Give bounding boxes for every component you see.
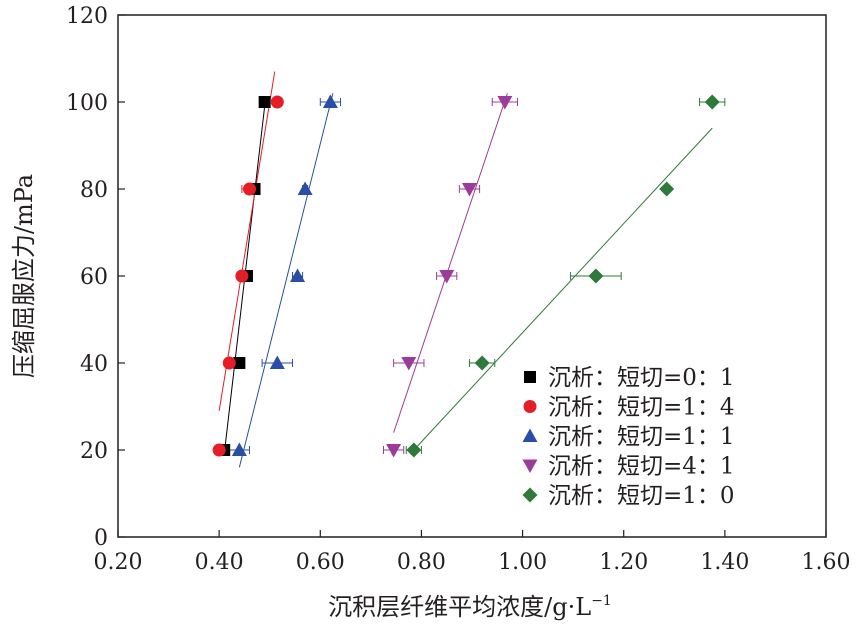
y-tick-label: 80 [80, 178, 108, 203]
data-point-series-1 [258, 96, 271, 108]
data-point-series-1 [233, 357, 246, 369]
x-tick-label: 0.60 [296, 550, 345, 575]
y-tick-label: 20 [80, 439, 108, 464]
y-axis-label: 压缩屈服应力/mPa [10, 174, 38, 378]
legend-label-series-3: 沉析：短切=1：1 [548, 424, 735, 450]
data-point-series-4 [497, 96, 513, 110]
legend: 沉析：短切=0：1 沉析：短切=1：4 沉析：短切=1：1 沉析：短切=4：1 沉析：短… [522, 365, 735, 509]
data-point-series-3 [290, 268, 306, 282]
y-tick-label: 100 [66, 91, 108, 116]
y-tick-label: 60 [80, 265, 108, 290]
legend-marker-series-3 [522, 428, 538, 442]
data-point-series-2 [235, 269, 249, 283]
x-tick-label: 0.80 [397, 550, 446, 575]
x-tick-label: 1.00 [498, 550, 547, 575]
data-point-series-2 [270, 95, 284, 109]
data-point-series-3 [269, 355, 285, 369]
data-point-series-4 [461, 183, 477, 197]
legend-marker-series-5 [522, 487, 538, 503]
fit-line-series-4 [393, 93, 508, 433]
data-point-series-3 [322, 94, 338, 108]
fit-line-series-2 [218, 71, 276, 411]
x-axis-label-text: 沉积层纤维平均浓度/g·L [328, 593, 591, 621]
data-point-series-5 [474, 355, 490, 371]
data-point-series-4 [401, 357, 417, 371]
data-point-series-2 [242, 182, 256, 196]
legend-marker-series-1 [524, 371, 536, 383]
data-point-series-4 [439, 270, 455, 284]
x-tick-label: 0.20 [94, 550, 143, 575]
data-point-series-3 [297, 181, 313, 195]
legend-label-series-1: 沉析：短切=0：1 [548, 365, 735, 391]
legend-marker-series-2 [523, 400, 537, 413]
data-markers [212, 94, 720, 458]
data-point-series-2 [212, 443, 226, 457]
x-tick-label: 1.20 [599, 550, 648, 575]
legend-marker-series-4 [522, 459, 538, 473]
x-tick-label: 1.60 [802, 550, 851, 575]
data-point-series-5 [588, 268, 604, 284]
fit-line-series-5 [413, 127, 713, 451]
y-tick-label: 0 [94, 526, 108, 551]
x-axis-label: 沉积层纤维平均浓度/g·L−1 [328, 593, 612, 621]
axis-ticks: 0.20 0.40 0.60 0.80 1.00 1.20 1.40 1.60 0 20 40 60 8… [66, 4, 850, 575]
x-tick-label: 0.40 [195, 550, 244, 575]
y-tick-label: 40 [80, 352, 108, 377]
legend-label-series-5: 沉析：短切=1：0 [548, 483, 735, 509]
data-point-series-5 [704, 94, 720, 110]
legend-label-series-2: 沉析：短切=1：4 [548, 395, 735, 421]
data-point-series-2 [222, 356, 236, 370]
x-tick-label: 1.40 [700, 550, 749, 575]
data-point-series-5 [406, 442, 422, 458]
data-point-series-4 [386, 444, 402, 458]
x-axis-label-superscript: −1 [591, 593, 612, 609]
fit-line-series-3 [238, 93, 334, 468]
data-point-series-3 [231, 442, 247, 456]
data-point-series-5 [659, 181, 675, 197]
y-tick-label: 120 [66, 4, 108, 29]
legend-label-series-4: 沉析：短切=4：1 [548, 454, 735, 480]
